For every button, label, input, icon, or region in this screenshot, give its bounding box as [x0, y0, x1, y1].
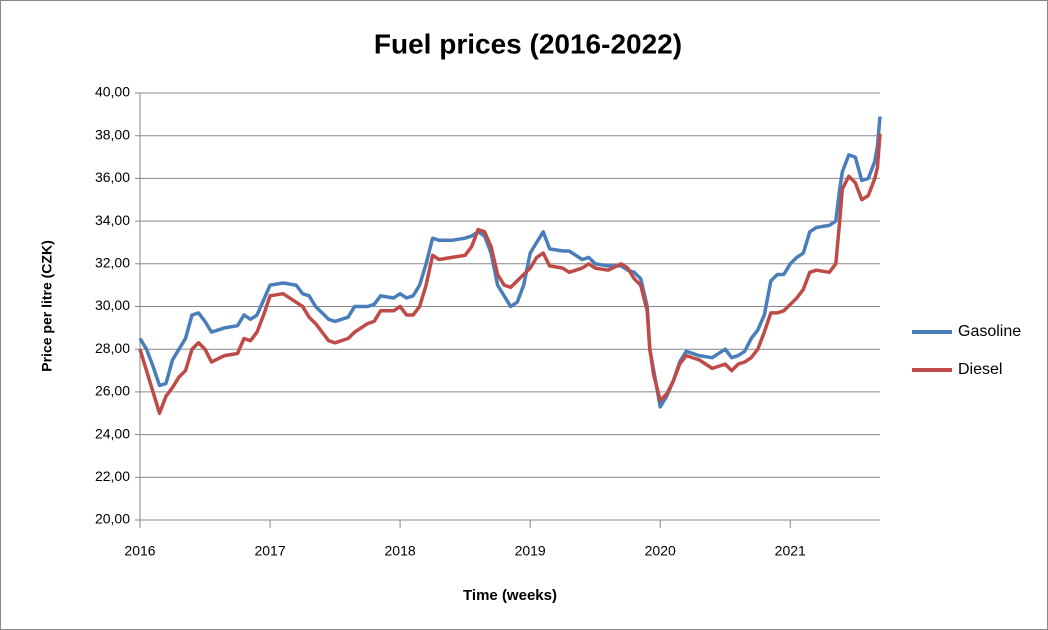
y-tick-label: 34,00: [95, 212, 130, 228]
x-tick-label: 2020: [645, 543, 676, 559]
y-tick-label: 20,00: [95, 511, 130, 527]
y-tick-label: 36,00: [95, 169, 130, 185]
y-tick-label: 30,00: [95, 297, 130, 313]
x-tick-label: 2017: [254, 543, 285, 559]
y-tick-label: 28,00: [95, 340, 130, 356]
y-tick-label: 22,00: [95, 468, 130, 484]
y-axis-label: Price per litre (CZK): [39, 240, 55, 371]
chart-title: Fuel prices (2016-2022): [374, 28, 682, 59]
legend-label: Gasoline: [958, 323, 1021, 340]
x-tick-label: 2021: [775, 543, 806, 559]
y-tick-label: 40,00: [95, 84, 130, 100]
series-line: [138, 133, 882, 416]
x-tick-label: 2018: [385, 543, 416, 559]
y-tick-label: 26,00: [95, 383, 130, 399]
y-tick-label: 32,00: [95, 255, 130, 271]
y-tick-label: 38,00: [95, 126, 130, 142]
x-tick-label: 2016: [124, 543, 155, 559]
y-tick-label: 24,00: [95, 425, 130, 441]
x-axis-label: Time (weeks): [463, 587, 557, 604]
legend-label: Diesel: [958, 361, 1002, 378]
x-tick-label: 2019: [515, 543, 546, 559]
